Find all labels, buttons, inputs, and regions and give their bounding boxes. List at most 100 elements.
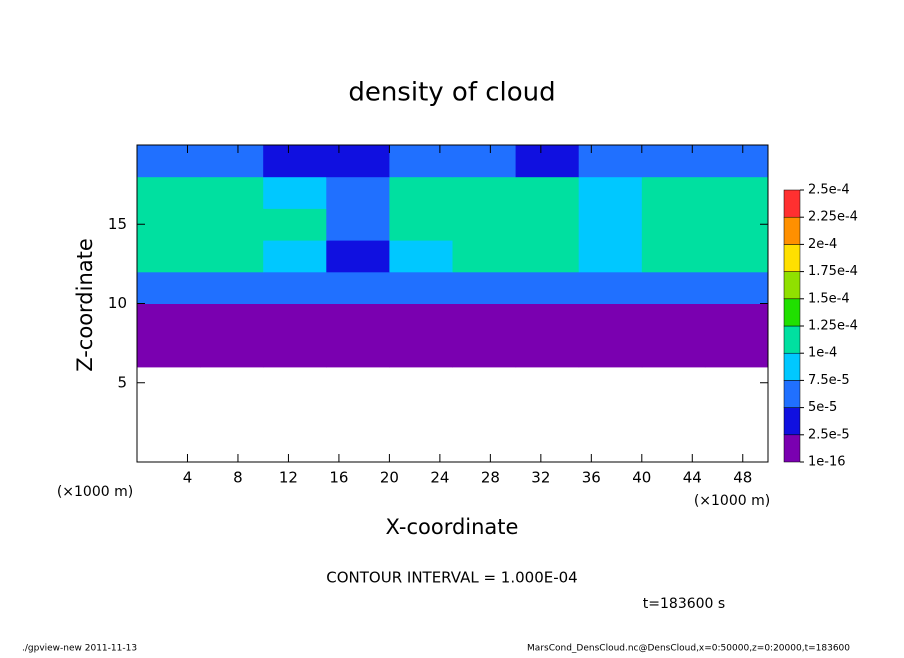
- heat-cell: [389, 303, 453, 336]
- heat-cell: [263, 335, 327, 368]
- x-tick-label: 20: [380, 469, 399, 487]
- heat-cell: [452, 271, 517, 304]
- colorbar-box: [783, 244, 801, 272]
- heat-cell: [326, 303, 390, 336]
- heat-cell: [641, 335, 706, 368]
- heat-cell: [200, 335, 264, 368]
- heat-cell: [137, 176, 201, 209]
- heat-cell: [137, 303, 201, 336]
- heat-cell: [200, 271, 264, 304]
- x-tick-label: 40: [632, 469, 651, 487]
- heat-cell: [389, 271, 453, 304]
- heat-cell: [704, 208, 769, 241]
- colorbar-label: 5e-5: [808, 400, 837, 415]
- heat-cell: [263, 145, 327, 178]
- heat-cell: [641, 145, 706, 178]
- heat-cell: [326, 145, 390, 178]
- footer-left: ./gpview-new 2011-11-13: [22, 644, 137, 654]
- heat-cell: [452, 176, 517, 209]
- y-tick-label: 5: [117, 373, 127, 391]
- colorbar-label: 1.25e-4: [808, 319, 858, 334]
- heat-cell: [137, 208, 201, 241]
- heat-cell: [704, 303, 769, 336]
- heat-cell: [515, 145, 580, 178]
- heat-cell: [515, 176, 580, 209]
- x-tick-label: 48: [733, 469, 752, 487]
- heat-cell: [704, 176, 769, 209]
- chart-title: density of cloud: [348, 78, 555, 108]
- colorbar-label: 1e-16: [808, 455, 846, 470]
- heat-cell: [200, 303, 264, 336]
- colorbar-label: 2e-4: [808, 237, 837, 252]
- heat-cell: [641, 176, 706, 209]
- y-tick-label: 10: [108, 294, 127, 312]
- heat-cell: [263, 208, 327, 241]
- heat-cell: [326, 240, 390, 273]
- heat-cell: [137, 271, 201, 304]
- heat-cell: [137, 335, 201, 368]
- heat-cell: [704, 335, 769, 368]
- heat-cell: [326, 271, 390, 304]
- heat-cell: [578, 176, 643, 209]
- heat-cell: [641, 240, 706, 273]
- heat-cell: [578, 303, 643, 336]
- colorbar-box: [783, 352, 801, 381]
- x-tick-label: 36: [582, 469, 601, 487]
- heat-cell: [200, 176, 264, 209]
- heat-cell: [704, 271, 769, 304]
- heat-cell: [641, 208, 706, 241]
- colorbar-box: [783, 271, 801, 300]
- x-unit-right: (×1000 m): [694, 493, 770, 509]
- heat-cell: [326, 176, 390, 209]
- heat-cell: [515, 271, 580, 304]
- heat-cell: [263, 271, 327, 304]
- heat-cell: [578, 335, 643, 368]
- heat-cell: [389, 240, 453, 273]
- heat-cell: [578, 145, 643, 178]
- colorbar-label: 2.5e-5: [808, 427, 850, 442]
- heat-cell: [200, 145, 264, 178]
- heat-cell: [137, 145, 201, 178]
- heat-cell: [515, 208, 580, 241]
- heat-cell: [452, 303, 517, 336]
- x-tick-label: 4: [183, 469, 193, 487]
- colorbar-box: [783, 380, 801, 408]
- heat-cell: [515, 240, 580, 273]
- x-tick-label: 16: [329, 469, 348, 487]
- colorbar-box: [783, 325, 801, 354]
- heat-cell: [641, 303, 706, 336]
- colorbar-box: [783, 216, 801, 245]
- heat-cell: [578, 208, 643, 241]
- heat-cell: [326, 208, 390, 241]
- time-label: t=183600 s: [643, 596, 725, 612]
- colorbar-label: 1.5e-4: [808, 291, 850, 306]
- heat-cell: [641, 271, 706, 304]
- heat-cell: [452, 208, 517, 241]
- heat-cell: [263, 303, 327, 336]
- x-unit-left: (×1000 m): [57, 484, 133, 500]
- heat-cell: [578, 271, 643, 304]
- y-axis-label: Z-coordinate: [73, 238, 97, 372]
- x-tick-label: 12: [279, 469, 298, 487]
- heat-cell: [389, 208, 453, 241]
- colorbar-label: 7.5e-5: [808, 373, 850, 388]
- y-tick-label: 15: [108, 215, 127, 233]
- heat-cell: [389, 145, 453, 178]
- colorbar-label: 1e-4: [808, 346, 837, 361]
- footer-right: MarsCond_DensCloud.nc@DensCloud,x=0:5000…: [527, 644, 850, 654]
- colorbar-box: [783, 189, 801, 218]
- heat-cell: [515, 303, 580, 336]
- heat-cell: [452, 240, 517, 273]
- contour-interval: CONTOUR INTERVAL = 1.000E-04: [326, 569, 577, 587]
- x-tick-label: 8: [233, 469, 243, 487]
- heat-cell: [452, 335, 517, 368]
- heat-cell: [578, 240, 643, 273]
- heat-cell: [200, 240, 264, 273]
- heat-cell: [326, 335, 390, 368]
- heat-cell: [137, 240, 201, 273]
- x-tick-label: 32: [531, 469, 550, 487]
- colorbar-box: [783, 434, 801, 463]
- heat-cell: [515, 335, 580, 368]
- x-axis-label: X-coordinate: [386, 515, 519, 539]
